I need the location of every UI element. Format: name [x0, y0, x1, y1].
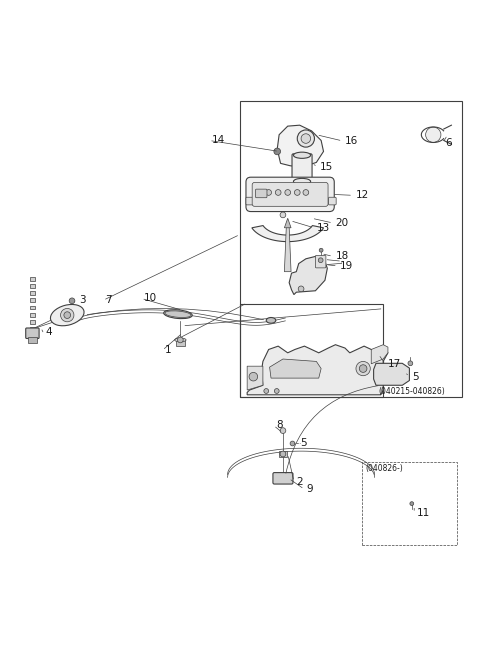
Text: 7: 7	[106, 295, 112, 305]
Circle shape	[274, 148, 281, 155]
Text: 16: 16	[345, 136, 358, 146]
Text: 18: 18	[336, 251, 348, 262]
Text: 20: 20	[336, 218, 348, 228]
FancyBboxPatch shape	[30, 306, 35, 310]
Ellipse shape	[266, 318, 276, 323]
Polygon shape	[289, 256, 327, 295]
Polygon shape	[252, 226, 324, 241]
Text: 14: 14	[211, 135, 225, 146]
Circle shape	[356, 361, 370, 376]
FancyBboxPatch shape	[30, 284, 35, 288]
FancyBboxPatch shape	[255, 189, 267, 197]
FancyBboxPatch shape	[28, 337, 37, 343]
Circle shape	[298, 286, 304, 292]
Circle shape	[280, 212, 286, 218]
FancyBboxPatch shape	[30, 298, 35, 302]
Circle shape	[410, 502, 414, 506]
Ellipse shape	[293, 178, 311, 184]
Text: 11: 11	[417, 508, 430, 518]
FancyBboxPatch shape	[315, 255, 326, 268]
FancyBboxPatch shape	[328, 197, 336, 205]
Polygon shape	[373, 363, 409, 385]
FancyBboxPatch shape	[292, 154, 312, 183]
Text: 9: 9	[307, 484, 313, 495]
Text: (040215-040826): (040215-040826)	[378, 388, 445, 396]
Text: 12: 12	[356, 190, 369, 200]
Circle shape	[285, 190, 290, 195]
FancyBboxPatch shape	[246, 177, 334, 211]
Text: 5: 5	[300, 438, 307, 449]
Text: 3: 3	[79, 295, 86, 305]
FancyBboxPatch shape	[30, 320, 35, 323]
Text: 19: 19	[340, 261, 353, 271]
Polygon shape	[247, 344, 388, 395]
Circle shape	[301, 134, 311, 143]
Circle shape	[297, 130, 314, 147]
Circle shape	[294, 190, 300, 195]
Text: (040826-): (040826-)	[365, 464, 403, 473]
Circle shape	[319, 249, 323, 252]
Ellipse shape	[50, 304, 84, 326]
Ellipse shape	[293, 152, 311, 158]
Text: 10: 10	[144, 293, 157, 304]
Text: 15: 15	[320, 161, 334, 172]
Circle shape	[318, 258, 323, 262]
FancyBboxPatch shape	[246, 197, 253, 205]
FancyBboxPatch shape	[30, 313, 35, 317]
FancyBboxPatch shape	[273, 472, 293, 484]
Polygon shape	[270, 359, 321, 378]
Circle shape	[426, 127, 441, 142]
Bar	[240, 304, 383, 397]
Text: 8: 8	[276, 420, 282, 430]
Text: 6: 6	[445, 138, 452, 148]
FancyBboxPatch shape	[30, 327, 35, 331]
Circle shape	[60, 308, 74, 322]
Polygon shape	[284, 227, 291, 272]
Ellipse shape	[164, 310, 192, 319]
Circle shape	[360, 365, 367, 373]
Circle shape	[280, 428, 286, 434]
FancyBboxPatch shape	[30, 277, 35, 281]
Text: 5: 5	[412, 372, 419, 382]
Circle shape	[266, 190, 272, 195]
Text: 17: 17	[388, 359, 401, 369]
Circle shape	[64, 312, 71, 318]
Circle shape	[249, 373, 258, 381]
Circle shape	[276, 190, 281, 195]
FancyBboxPatch shape	[26, 328, 39, 338]
Polygon shape	[247, 366, 263, 390]
Polygon shape	[284, 218, 291, 228]
Ellipse shape	[175, 338, 186, 342]
Text: 2: 2	[296, 477, 303, 487]
Bar	[240, 101, 462, 397]
FancyBboxPatch shape	[176, 340, 185, 346]
Text: 4: 4	[45, 327, 52, 337]
Circle shape	[178, 337, 183, 343]
Circle shape	[275, 388, 279, 394]
Polygon shape	[277, 125, 324, 167]
Circle shape	[408, 361, 413, 365]
Circle shape	[303, 190, 309, 195]
Text: 13: 13	[316, 223, 330, 233]
Circle shape	[280, 451, 286, 457]
FancyBboxPatch shape	[279, 451, 287, 457]
Circle shape	[290, 441, 295, 446]
Circle shape	[69, 298, 75, 304]
Bar	[362, 462, 457, 545]
Text: 1: 1	[165, 346, 171, 356]
FancyBboxPatch shape	[30, 291, 35, 295]
FancyBboxPatch shape	[252, 182, 328, 206]
Polygon shape	[371, 344, 388, 364]
Circle shape	[264, 388, 269, 394]
Ellipse shape	[165, 311, 191, 318]
